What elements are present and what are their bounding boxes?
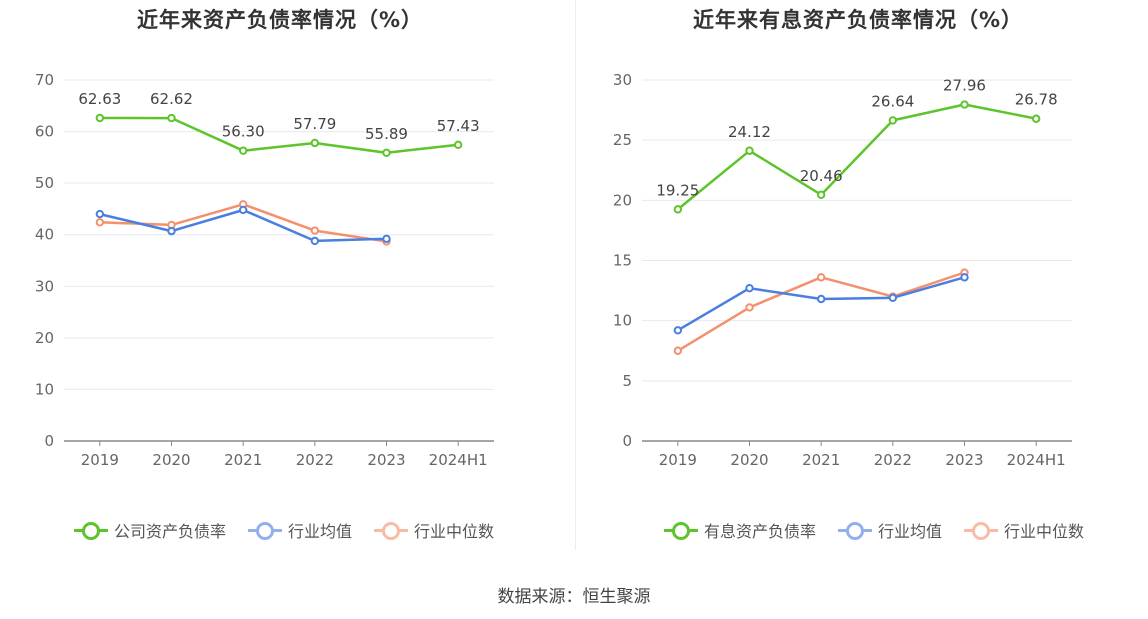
data-point — [310, 226, 320, 235]
data-point — [816, 190, 826, 199]
data-point — [960, 273, 969, 282]
data-point — [816, 273, 826, 282]
data-point — [310, 236, 320, 246]
chart-title-debt-ratio: 近年来资产负债率情况（%） — [136, 8, 424, 32]
data-label: 57.43 — [437, 117, 480, 135]
series-line — [677, 276, 965, 332]
y-tick-label: 25 — [613, 131, 632, 149]
data-source: 数据来源：恒生聚源 — [497, 587, 651, 607]
data-point — [888, 116, 898, 125]
y-tick-label: 60 — [35, 123, 54, 141]
data-point — [382, 234, 391, 244]
x-tick-label: 2021 — [802, 451, 840, 469]
x-tick-label: 2020 — [152, 451, 190, 469]
data-point — [238, 205, 248, 215]
series-line — [99, 116, 459, 155]
data-label: 26.64 — [871, 92, 914, 110]
data-label: 62.62 — [150, 90, 193, 108]
debt-ratio-chart: 0 10 20 30 40 50 60 70 2019 2020 2021 2022 2023 2024H… — [35, 71, 494, 469]
data-point — [238, 146, 248, 155]
y-tick-label: 10 — [613, 312, 632, 330]
x-tick-label: 2024H1 — [429, 451, 488, 469]
x-tick-label: 2019 — [659, 451, 697, 469]
legend-marker-avg — [248, 521, 283, 540]
y-tick-label: 30 — [35, 277, 54, 295]
legend-label: 行业中位数 — [1004, 522, 1085, 541]
y-tick-label: 50 — [35, 174, 54, 192]
data-point — [95, 218, 105, 227]
y-tick-label: 5 — [622, 372, 632, 390]
data-point — [167, 226, 176, 236]
legend-item-industry-avg[interactable]: 行业均值 — [838, 518, 942, 542]
legend-marker-median — [964, 521, 999, 540]
x-tick-label: 2023 — [945, 451, 983, 469]
data-point — [960, 100, 969, 109]
legend-marker-median — [374, 521, 409, 540]
legend-marker-avg — [838, 521, 873, 540]
series-line — [99, 208, 387, 243]
data-point — [745, 283, 754, 293]
data-label: 56.30 — [222, 123, 265, 141]
legend-label: 行业中位数 — [414, 522, 495, 541]
legend-item-industry-median[interactable]: 行业中位数 — [374, 518, 494, 542]
legend-right: 有息资产负债率 行业均值 行业中位数 — [664, 518, 1084, 542]
y-tick-label: 10 — [35, 380, 54, 398]
y-tick-label: 20 — [35, 329, 54, 347]
data-label: 20.46 — [800, 167, 843, 185]
data-point — [453, 140, 463, 150]
data-point — [310, 138, 320, 148]
y-tick-label: 0 — [44, 432, 54, 450]
series-line — [677, 103, 1037, 211]
data-label: 27.96 — [943, 77, 986, 95]
data-point — [816, 294, 826, 304]
legend-item-industry-median[interactable]: 行业中位数 — [964, 518, 1084, 542]
series-line — [677, 271, 965, 352]
data-point — [745, 146, 754, 155]
x-tick-label: 2024H1 — [1007, 451, 1066, 469]
legend-left: 公司资产负债率 行业均值 行业中位数 — [74, 518, 494, 542]
legend-marker-company — [74, 521, 108, 540]
legend-label: 行业均值 — [878, 522, 943, 541]
legend-item-company[interactable]: 公司资产负债率 — [74, 518, 226, 542]
x-tick-label: 2023 — [367, 451, 405, 469]
data-point — [673, 326, 683, 335]
legend-item-company[interactable]: 有息资产负债率 — [664, 518, 816, 542]
y-tick-label: 30 — [613, 71, 632, 89]
y-tick-label: 0 — [622, 432, 632, 450]
y-tick-label: 40 — [35, 226, 54, 244]
x-tick-label: 2021 — [224, 451, 262, 469]
data-label: 26.78 — [1015, 91, 1058, 109]
chart-title-interest-debt-ratio: 近年来有息资产负债率情况（%） — [692, 8, 1024, 32]
y-tick-label: 20 — [613, 191, 632, 209]
data-label: 57.79 — [293, 115, 336, 133]
legend-label: 有息资产负债率 — [704, 522, 817, 541]
data-point — [95, 209, 105, 219]
legend-marker-company — [664, 521, 698, 540]
interest-debt-ratio-chart: 0 5 10 15 20 25 30 2019 2020 2021 2022 2023 2024H1 19… — [613, 71, 1072, 469]
legend-item-industry-avg[interactable]: 行业均值 — [248, 518, 352, 542]
data-point — [745, 303, 754, 312]
data-point — [673, 205, 683, 214]
chart-divider — [575, 0, 576, 550]
data-point — [167, 113, 176, 123]
x-tick-label: 2022 — [296, 451, 334, 469]
legend-label: 行业均值 — [288, 522, 353, 541]
data-label: 24.12 — [728, 123, 771, 141]
data-point — [382, 148, 391, 157]
x-tick-label: 2020 — [730, 451, 768, 469]
data-point — [1031, 114, 1041, 123]
x-tick-label: 2019 — [81, 451, 119, 469]
data-label: 19.25 — [656, 181, 699, 199]
data-point — [888, 293, 898, 303]
data-label: 62.63 — [78, 90, 121, 108]
data-label: 55.89 — [365, 125, 408, 143]
data-point — [673, 346, 683, 355]
legend-label: 公司资产负债率 — [114, 522, 227, 541]
y-tick-label: 15 — [613, 252, 632, 270]
data-point — [95, 113, 105, 123]
x-tick-label: 2022 — [874, 451, 912, 469]
y-tick-label: 70 — [35, 71, 54, 89]
